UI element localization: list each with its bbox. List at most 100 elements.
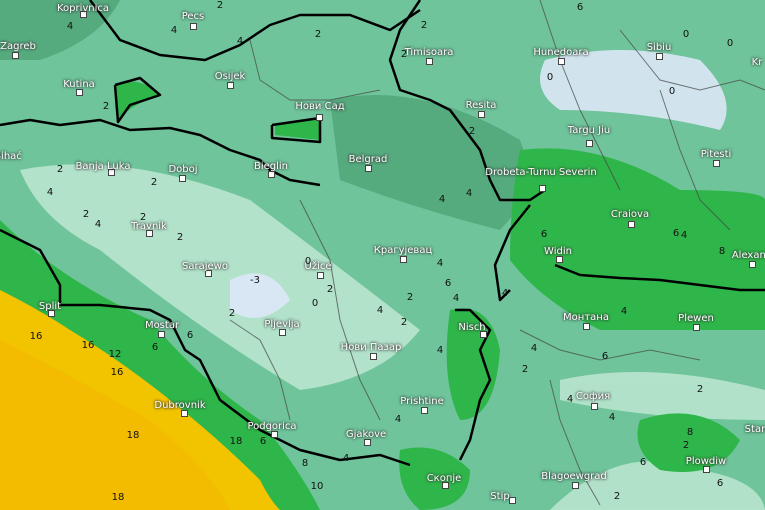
contour-value-label: 2 bbox=[613, 491, 621, 502]
contour-value-label: 10 bbox=[310, 481, 324, 492]
city-marker bbox=[509, 497, 516, 504]
contour-value-label: 2 bbox=[400, 49, 408, 60]
city-label: Craiova bbox=[610, 209, 650, 220]
city-label: Zagreb bbox=[0, 41, 36, 52]
city-label: Bieglin bbox=[253, 161, 289, 172]
city-marker bbox=[370, 353, 377, 360]
contour-value-label: 2 bbox=[82, 209, 90, 220]
city-label: Скопје bbox=[426, 473, 462, 484]
city-label: Osijek bbox=[214, 71, 246, 82]
city-marker bbox=[400, 256, 407, 263]
city-marker bbox=[48, 310, 55, 317]
city-marker bbox=[583, 323, 590, 330]
city-marker bbox=[205, 270, 212, 277]
contour-value-label: 6 bbox=[716, 478, 724, 489]
city-label: Pljevlja bbox=[264, 319, 300, 330]
contour-value-label: 2 bbox=[150, 177, 158, 188]
contour-value-label: -3 bbox=[250, 275, 260, 286]
city-marker bbox=[317, 272, 324, 279]
city-marker bbox=[227, 82, 234, 89]
contour-value-label: 0 bbox=[304, 256, 312, 267]
city-label: Alexand bbox=[731, 250, 765, 261]
city-label: Nisch bbox=[458, 322, 486, 333]
contour-value-label: 4 bbox=[501, 288, 509, 299]
contour-value-label: 18 bbox=[111, 492, 125, 503]
city-label: Timisoara bbox=[404, 47, 454, 58]
contour-value-label: 6 bbox=[576, 2, 584, 13]
contour-value-label: 16 bbox=[110, 367, 124, 378]
city-marker bbox=[12, 52, 19, 59]
contour-value-label: 2 bbox=[176, 232, 184, 243]
contour-value-label: 4 bbox=[394, 414, 402, 425]
contour-value-label: 18 bbox=[126, 430, 140, 441]
city-label: Plewen bbox=[678, 313, 714, 324]
city-label: Resita bbox=[465, 100, 497, 111]
contour-value-label: 4 bbox=[680, 230, 688, 241]
city-marker bbox=[364, 439, 371, 446]
city-marker bbox=[591, 403, 598, 410]
city-marker bbox=[572, 482, 579, 489]
contour-value-label: 18 bbox=[229, 436, 243, 447]
contour-value-label: 2 bbox=[326, 284, 334, 295]
city-label: Sarajewo bbox=[182, 261, 228, 272]
contour-value-label: 12 bbox=[108, 349, 122, 360]
city-label: Gjakove bbox=[345, 429, 387, 440]
contour-value-label: 2 bbox=[406, 292, 414, 303]
city-label: Doboj bbox=[168, 164, 198, 175]
contour-value-label: 4 bbox=[170, 25, 178, 36]
contour-value-label: 6 bbox=[672, 228, 680, 239]
contour-value-label: 4 bbox=[452, 293, 460, 304]
contour-value-label: 2 bbox=[228, 308, 236, 319]
city-label: Koprivnica bbox=[56, 3, 110, 14]
city-label: Targu Jiu bbox=[567, 125, 611, 136]
contour-value-label: 2 bbox=[139, 212, 147, 223]
city-label: Split bbox=[38, 301, 62, 312]
contour-value-label: 8 bbox=[301, 458, 309, 469]
contour-value-label: 2 bbox=[521, 364, 529, 375]
city-marker bbox=[556, 256, 563, 263]
city-label: Stip bbox=[490, 491, 510, 502]
city-marker bbox=[76, 89, 83, 96]
contour-value-label: 2 bbox=[696, 384, 704, 395]
contour-value-label: 2 bbox=[56, 164, 64, 175]
contour-value-label: 4 bbox=[66, 21, 74, 32]
city-marker bbox=[480, 331, 487, 338]
contour-value-label: 0 bbox=[311, 298, 319, 309]
city-marker bbox=[146, 230, 153, 237]
city-label: Hunedoara bbox=[533, 47, 589, 58]
contour-value-label: 2 bbox=[102, 101, 110, 112]
city-marker bbox=[181, 410, 188, 417]
contour-value-label: 4 bbox=[94, 219, 102, 230]
contour-value-label: 2 bbox=[682, 440, 690, 451]
city-label: Kutina bbox=[63, 79, 95, 90]
city-label: Sibiu bbox=[646, 42, 672, 53]
city-marker bbox=[539, 185, 546, 192]
city-marker bbox=[279, 329, 286, 336]
city-label: Bihać bbox=[0, 151, 22, 162]
city-marker bbox=[693, 324, 700, 331]
contour-value-label: 8 bbox=[686, 427, 694, 438]
city-label: Plowdiw bbox=[685, 456, 727, 467]
contour-value-label: 4 bbox=[342, 453, 350, 464]
contour-value-label: 2 bbox=[420, 20, 428, 31]
contour-value-label: 4 bbox=[608, 412, 616, 423]
dark-green-regions bbox=[0, 0, 527, 230]
contour-value-label: 4 bbox=[436, 345, 444, 356]
city-label: Travnik bbox=[131, 221, 167, 232]
contour-value-label: 0 bbox=[546, 72, 554, 83]
city-marker bbox=[749, 261, 756, 268]
city-label: Нови Сад bbox=[295, 101, 345, 112]
city-label: Крагујевац bbox=[373, 245, 433, 256]
city-label: Widin bbox=[544, 246, 572, 257]
contour-value-label: 6 bbox=[639, 457, 647, 468]
city-marker bbox=[158, 331, 165, 338]
city-label: Mostar bbox=[144, 320, 180, 331]
city-marker bbox=[190, 23, 197, 30]
city-marker bbox=[426, 58, 433, 65]
city-label: Belgrad bbox=[348, 154, 388, 165]
city-label: Blagoewgrad bbox=[541, 471, 607, 482]
contour-value-label: 6 bbox=[601, 351, 609, 362]
contour-value-label: 6 bbox=[186, 330, 194, 341]
city-marker bbox=[628, 221, 635, 228]
warm-sea-core bbox=[0, 340, 230, 510]
